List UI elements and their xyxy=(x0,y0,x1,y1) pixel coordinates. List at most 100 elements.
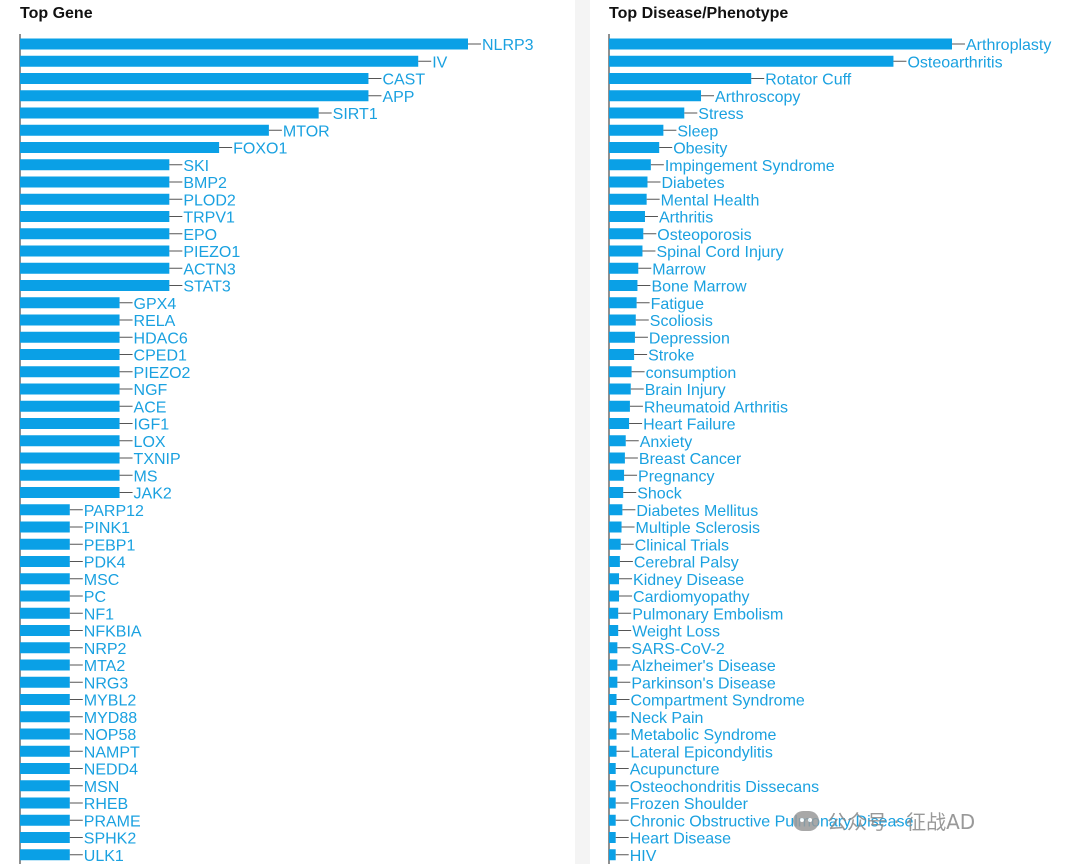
disease-label-chronic-obstructive-pulmonary-disease: Chronic Obstructive Pulmonary Disease xyxy=(630,813,914,830)
gene-bar-cast xyxy=(20,73,369,84)
gene-label-nedd4: NEDD4 xyxy=(84,762,138,779)
disease-bar-hiv xyxy=(609,849,616,861)
disease-label-impingement-syndrome: Impingement Syndrome xyxy=(665,158,835,175)
disease-label-stress: Stress xyxy=(698,106,743,123)
gene-label-msn: MSN xyxy=(84,779,120,796)
gene-bar-app xyxy=(20,90,369,102)
disease-label-cardiomyopathy: Cardiomyopathy xyxy=(633,589,750,606)
gene-bar-gpx4 xyxy=(20,297,120,309)
disease-label-stroke: Stroke xyxy=(648,348,694,365)
disease-chart-title: Top Disease/Phenotype xyxy=(609,5,789,22)
gene-label-nop58: NOP58 xyxy=(84,727,137,744)
gene-label-ace: ACE xyxy=(134,399,167,416)
gene-label-trpv1: TRPV1 xyxy=(183,210,235,227)
gene-label-stat3: STAT3 xyxy=(183,279,231,296)
disease-label-compartment-syndrome: Compartment Syndrome xyxy=(631,693,805,710)
disease-bar-lateral-epicondylitis xyxy=(609,745,617,757)
gene-label-parp12: PARP12 xyxy=(84,503,144,520)
gene-label-myd88: MYD88 xyxy=(84,710,137,727)
disease-label-cerebral-palsy: Cerebral Palsy xyxy=(634,555,739,572)
gene-bar-nlrp3 xyxy=(20,38,468,50)
gene-label-pebp1: PEBP1 xyxy=(84,537,136,554)
gene-bar-msc xyxy=(20,573,70,585)
disease-bar-bone-marrow xyxy=(609,280,638,291)
disease-bar-diabetes xyxy=(609,176,648,188)
disease-label-alzheimer-s-disease: Alzheimer's Disease xyxy=(631,658,776,675)
disease-label-breast-cancer: Breast Cancer xyxy=(639,451,742,468)
gene-bar-actn3 xyxy=(20,262,170,274)
gene-bar-stat3 xyxy=(20,280,170,291)
disease-label-scoliosis: Scoliosis xyxy=(650,313,713,330)
gene-bar-nop58 xyxy=(20,728,70,740)
gene-label-nrp2: NRP2 xyxy=(84,641,127,658)
gene-bar-foxo1 xyxy=(20,142,220,153)
gene-bar-piezo2 xyxy=(20,366,120,378)
gene-bar-sphk2 xyxy=(20,832,70,843)
disease-label-parkinson-s-disease: Parkinson's Disease xyxy=(631,675,776,692)
disease-label-consumption: consumption xyxy=(646,365,737,382)
gene-label-rheb: RHEB xyxy=(84,796,128,813)
disease-label-heart-failure: Heart Failure xyxy=(643,417,736,434)
gene-bar-pebp1 xyxy=(20,538,70,550)
disease-bar-weight-loss xyxy=(609,625,619,636)
gene-bar-txnip xyxy=(20,452,120,464)
gene-label-nlrp3: NLRP3 xyxy=(482,37,534,54)
disease-bar-neck-pain xyxy=(609,711,617,723)
disease-bar-diabetes-mellitus xyxy=(609,504,623,516)
watermark-text: 公众号 · 征战AD xyxy=(827,810,976,834)
disease-bar-anxiety xyxy=(609,435,626,447)
disease-label-rotator-cuff: Rotator Cuff xyxy=(765,72,852,89)
disease-label-kidney-disease: Kidney Disease xyxy=(633,572,744,589)
disease-bar-osteoarthritis xyxy=(609,55,894,67)
gene-label-mybl2: MYBL2 xyxy=(84,693,137,710)
disease-label-anxiety: Anxiety xyxy=(640,434,692,451)
gene-label-igf1: IGF1 xyxy=(134,417,170,434)
disease-label-diabetes: Diabetes xyxy=(661,175,724,192)
gene-label-iv: IV xyxy=(432,54,447,71)
disease-label-neck-pain: Neck Pain xyxy=(631,710,704,727)
disease-label-arthroscopy: Arthroscopy xyxy=(715,89,800,106)
disease-label-clinical-trials: Clinical Trials xyxy=(635,537,729,554)
disease-bar-breast-cancer xyxy=(609,452,625,464)
gene-bar-nedd4 xyxy=(20,763,70,774)
gene-bar-hdac6 xyxy=(20,331,120,343)
disease-bar-frozen-shoulder xyxy=(609,797,616,809)
gene-label-actn3: ACTN3 xyxy=(183,261,236,278)
gene-bar-epo xyxy=(20,228,170,240)
disease-label-osteoarthritis: Osteoarthritis xyxy=(907,54,1002,71)
disease-bar-impingement-syndrome xyxy=(609,159,651,171)
gene-label-plod2: PLOD2 xyxy=(183,192,236,209)
disease-bar-arthritis xyxy=(609,211,645,222)
gene-bar-rela xyxy=(20,314,120,326)
disease-label-arthritis: Arthritis xyxy=(659,210,713,227)
wechat-icon xyxy=(793,810,819,831)
disease-label-sleep: Sleep xyxy=(677,123,718,140)
gene-bar-ngf xyxy=(20,383,120,395)
gene-label-piezo1: PIEZO1 xyxy=(183,244,240,261)
gene-bar-mtor xyxy=(20,124,269,136)
disease-label-pregnancy: Pregnancy xyxy=(638,468,715,485)
gene-bar-pc xyxy=(20,590,70,602)
disease-label-arthroplasty: Arthroplasty xyxy=(966,37,1051,54)
disease-label-rheumatoid-arthritis: Rheumatoid Arthritis xyxy=(644,399,788,416)
disease-label-mental-health: Mental Health xyxy=(661,192,760,209)
gene-label-cped1: CPED1 xyxy=(134,348,187,365)
gene-bar-msn xyxy=(20,780,70,792)
disease-label-sars-cov-2: SARS-CoV-2 xyxy=(631,641,724,658)
disease-bar-consumption xyxy=(609,366,632,378)
gene-label-msc: MSC xyxy=(84,572,120,589)
disease-bar-pregnancy xyxy=(609,469,625,481)
gene-bar-nfkbia xyxy=(20,625,70,636)
disease-label-depression: Depression xyxy=(649,330,730,347)
disease-label-bone-marrow: Bone Marrow xyxy=(651,279,747,296)
disease-label-obesity: Obesity xyxy=(673,141,727,158)
gene-label-epo: EPO xyxy=(183,227,217,244)
gene-bar-cped1 xyxy=(20,349,120,360)
disease-label-shock: Shock xyxy=(637,486,682,503)
gene-label-txnip: TXNIP xyxy=(134,451,181,468)
gene-label-gpx4: GPX4 xyxy=(134,296,177,313)
gene-bar-bmp2 xyxy=(20,176,170,188)
disease-bar-fatigue xyxy=(609,297,637,309)
